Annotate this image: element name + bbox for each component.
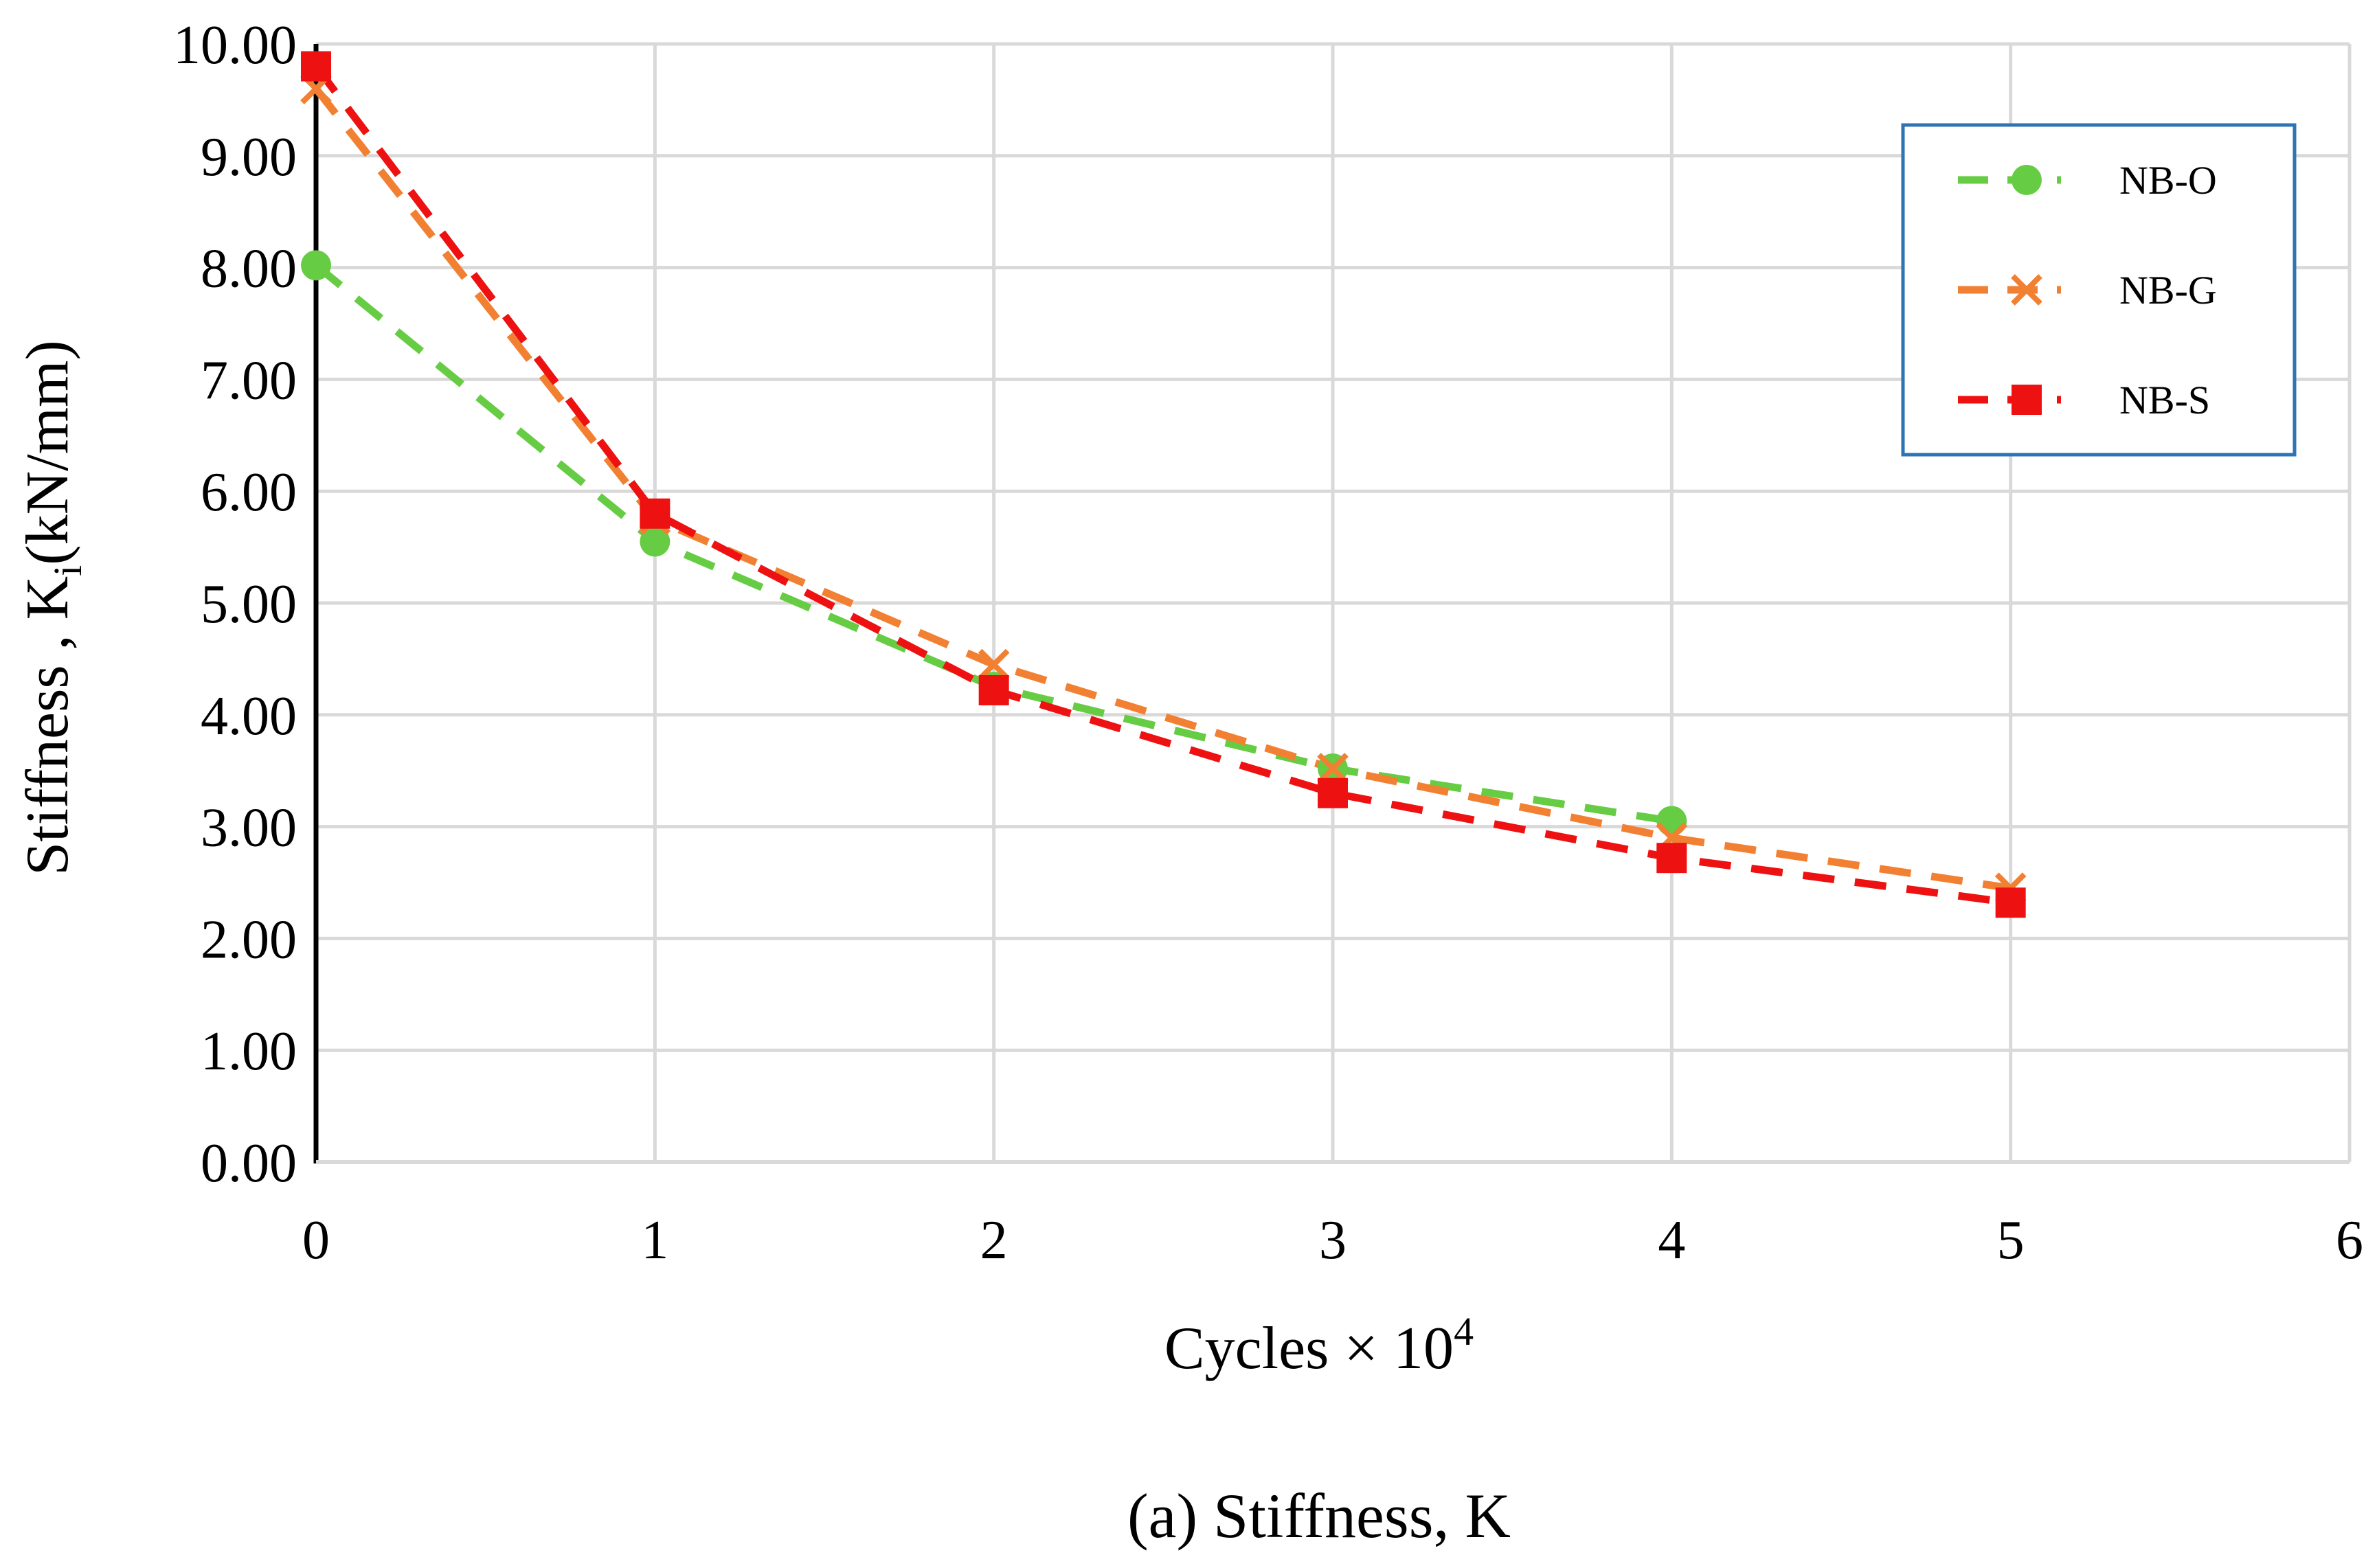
marker-nb-s-0 [301, 51, 331, 82]
x-tick-label-3: 3 [1319, 1210, 1347, 1271]
x-tick-label-2: 2 [980, 1210, 1008, 1271]
x-tick-label-5: 5 [1997, 1210, 2025, 1271]
legend-marker-nb-o [2012, 165, 2042, 195]
marker-nb-s-1 [640, 498, 671, 529]
marker-nb-g-3 [1317, 753, 1349, 784]
x-axis-title-main: Cycles × 10 [1164, 1315, 1454, 1382]
y-tick-label-0: 0.00 [201, 1133, 297, 1194]
marker-nb-s-5 [1995, 887, 2026, 918]
legend: NB-O NB-G NB-S [1901, 123, 2297, 457]
marker-nb-s-3 [1318, 777, 1348, 808]
x-tick-label-6: 6 [2336, 1210, 2363, 1271]
y-tick-label-5: 5.00 [201, 574, 297, 635]
axes [313, 44, 2350, 1164]
y-tick-label-8: 8.00 [201, 239, 297, 299]
marker-nb-s-4 [1656, 843, 1687, 874]
marker-nb-g-2 [978, 648, 1010, 681]
y-tick-label-1: 1.00 [201, 1021, 297, 1082]
legend-label-nb-o: NB-O [2119, 158, 2217, 203]
marker-nb-s-2 [978, 674, 1009, 705]
grid-lines [316, 42, 2352, 1162]
y-axis-title: Stiffness , Ki(kN/mm) [14, 340, 90, 876]
x-axis-title: Cycles × 104 [1164, 1309, 1474, 1382]
marker-nb-o-1 [640, 526, 671, 557]
y-axis-title-main: Stiffness , K [14, 576, 81, 876]
y-tick-label-7: 7.00 [201, 350, 297, 411]
y-axis-title-unit: (kN/mm) [14, 340, 81, 565]
y-tick-label-10: 10.00 [173, 15, 297, 76]
x-axis-title-superscript: 4 [1454, 1309, 1474, 1354]
y-tick-label-3: 3.00 [201, 798, 297, 859]
marker-nb-o-0 [301, 250, 331, 281]
legend-marker-nb-g [2011, 274, 2042, 306]
y-tick-label-9: 9.00 [201, 127, 297, 188]
y-axis-title-subscript: i [45, 565, 90, 576]
legend-label-nb-s: NB-S [2119, 378, 2210, 422]
marker-nb-o-4 [1656, 806, 1687, 837]
x-tick-label-1: 1 [641, 1210, 668, 1271]
x-tick-label-0: 0 [302, 1210, 330, 1271]
series-markers [300, 51, 2027, 918]
y-tick-label-4: 4.00 [201, 686, 297, 747]
y-tick-label-2: 2.00 [201, 909, 297, 970]
tick-labels: 0.00 1.00 2.00 3.00 4.00 5.00 6.00 7.00 8.00 9.00… [173, 15, 2363, 1271]
legend-label-nb-g: NB-G [2119, 268, 2217, 313]
figure-caption: (a) Stiffness, K [1127, 1481, 1511, 1551]
series-line-nb-g [313, 86, 2012, 892]
x-tick-label-4: 4 [1658, 1210, 1685, 1271]
series-line-nb-s [313, 64, 2012, 907]
series-lines [313, 64, 2012, 907]
legend-marker-nb-s [2012, 385, 2042, 415]
y-tick-label-6: 6.00 [201, 462, 297, 523]
